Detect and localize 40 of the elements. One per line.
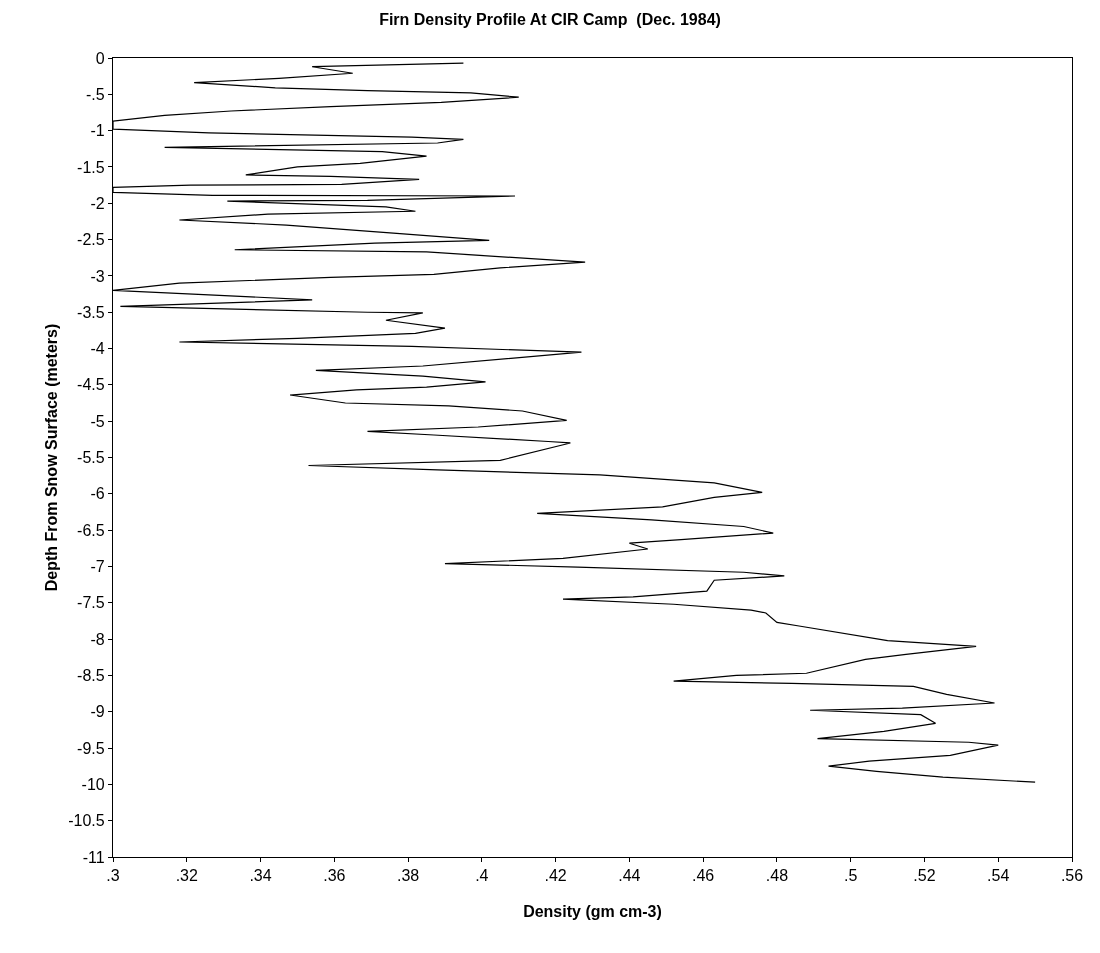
y-tick-label: -6 bbox=[90, 485, 105, 503]
chart-title: Firn Density Profile At CIR Camp (Dec. 1984) bbox=[379, 11, 721, 29]
x-tick-label: .42 bbox=[544, 867, 567, 885]
y-tick-label: -2.5 bbox=[77, 231, 105, 249]
y-tick-label: -7.5 bbox=[77, 594, 105, 612]
x-tick-label: .56 bbox=[1060, 867, 1084, 885]
y-tick-label: -10 bbox=[81, 775, 105, 793]
x-tick-label: .44 bbox=[618, 867, 641, 885]
y-tick-label: -9 bbox=[90, 703, 105, 721]
y-tick-label: -10.5 bbox=[68, 812, 105, 830]
y-tick-label: -11 bbox=[82, 848, 105, 866]
x-tick-label: .46 bbox=[692, 867, 715, 885]
x-tick-label: .36 bbox=[323, 867, 346, 885]
x-tick-label: .5 bbox=[844, 867, 858, 885]
y-tick-label: -1.5 bbox=[77, 158, 105, 176]
x-tick-label: .4 bbox=[475, 867, 489, 885]
x-tick-label: .54 bbox=[987, 867, 1010, 885]
y-tick-label: -1 bbox=[90, 122, 105, 140]
y-tick-label: -6.5 bbox=[77, 521, 105, 539]
x-tick-label: .38 bbox=[396, 867, 420, 885]
x-tick-label: .34 bbox=[249, 867, 272, 885]
y-tick-label: -4 bbox=[90, 340, 105, 358]
y-tick-label: -2 bbox=[90, 194, 105, 212]
y-tick-label: -3 bbox=[90, 267, 105, 285]
y-tick-label: -5 bbox=[90, 412, 105, 430]
y-tick-label: -.5 bbox=[86, 85, 105, 103]
y-tick-label: -5.5 bbox=[77, 449, 105, 467]
x-tick-label: .48 bbox=[765, 867, 789, 885]
x-tick-label: .3 bbox=[106, 867, 120, 885]
y-tick-label: -7 bbox=[90, 558, 105, 576]
y-tick-label: -9.5 bbox=[77, 739, 105, 757]
y-tick-label: -8 bbox=[90, 630, 105, 648]
y-tick-label: -8.5 bbox=[77, 667, 105, 685]
x-tick-label: .32 bbox=[175, 867, 198, 885]
x-axis-title: Density (gm cm-3) bbox=[523, 903, 662, 920]
y-tick-label: 0 bbox=[95, 49, 105, 67]
y-tick-label: -4.5 bbox=[77, 376, 105, 394]
x-tick-label: .52 bbox=[913, 867, 936, 885]
y-tick-label: -3.5 bbox=[77, 303, 105, 321]
y-axis-title: Depth From Snow Surface (meters) bbox=[43, 323, 61, 592]
